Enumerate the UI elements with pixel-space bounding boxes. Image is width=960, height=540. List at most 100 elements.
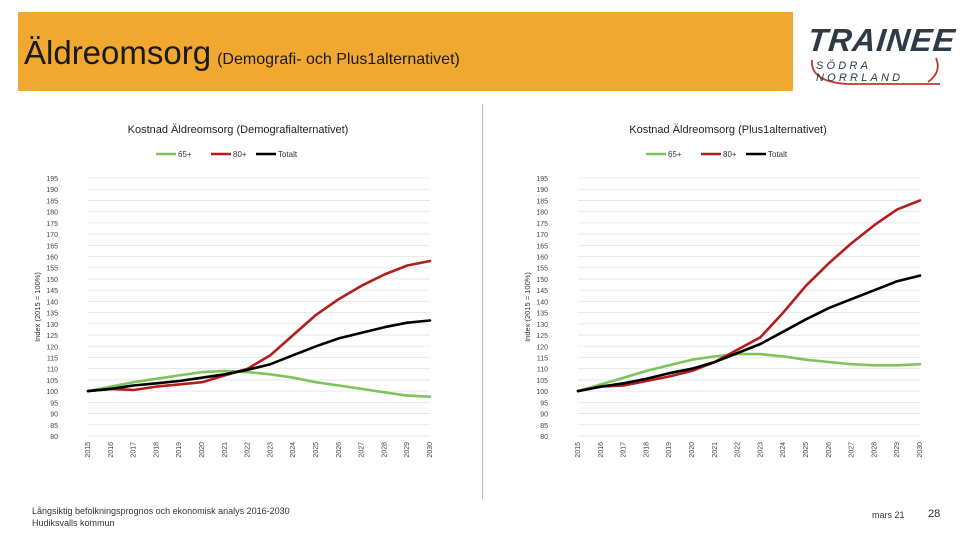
y-tick-label: 190 bbox=[536, 187, 548, 194]
y-tick-label: 110 bbox=[47, 367, 58, 374]
y-tick-label: 85 bbox=[540, 423, 548, 430]
slide-date: mars 21 bbox=[872, 510, 905, 520]
y-axis-label: Index (2015 = 100%) bbox=[523, 272, 532, 342]
x-tick-label: 2021 bbox=[222, 442, 229, 458]
slide-title: Äldreomsorg (Demografi- och Plus1alternat… bbox=[24, 34, 460, 72]
y-tick-label: 190 bbox=[46, 187, 58, 194]
y-tick-label: 140 bbox=[536, 299, 548, 306]
legend-label: 65+ bbox=[668, 150, 682, 159]
source-line-2: Hudiksvalls kommun bbox=[32, 518, 115, 528]
y-tick-label: 115 bbox=[47, 355, 58, 362]
header-banner: Äldreomsorg (Demografi- och Plus1alternat… bbox=[18, 12, 793, 91]
x-tick-label: 2016 bbox=[598, 442, 605, 458]
chart-divider bbox=[482, 104, 483, 499]
y-tick-label: 85 bbox=[50, 423, 58, 430]
legend-label: 65+ bbox=[178, 150, 192, 159]
y-tick-label: 165 bbox=[536, 243, 548, 250]
x-tick-label: 2026 bbox=[826, 442, 833, 458]
y-tick-label: 160 bbox=[536, 255, 548, 262]
y-tick-label: 145 bbox=[536, 288, 548, 295]
x-tick-label: 2027 bbox=[849, 442, 856, 458]
x-tick-label: 2019 bbox=[666, 442, 673, 458]
legend: 65+ 80+ Totalt bbox=[156, 150, 298, 159]
source-line-1: Långsiktig befolkningsprognos och ekonom… bbox=[32, 506, 290, 516]
legend-label: Totalt bbox=[768, 150, 788, 159]
series-line-totalt bbox=[86, 319, 432, 393]
y-tick-label: 125 bbox=[536, 333, 548, 340]
series-line-65plus bbox=[86, 369, 432, 399]
y-tick-label: 120 bbox=[536, 344, 548, 351]
y-tick-label: 100 bbox=[46, 389, 58, 396]
series-line-totalt bbox=[576, 274, 922, 393]
x-tick-label: 2028 bbox=[871, 442, 878, 458]
y-tick-label: 180 bbox=[46, 210, 58, 217]
y-tick-label: 195 bbox=[46, 176, 58, 183]
y-tick-label: 90 bbox=[540, 412, 548, 419]
chart-title: Kostnad Äldreomsorg (Demografialternativ… bbox=[127, 124, 349, 136]
x-tick-label: 2016 bbox=[108, 442, 115, 458]
chart-svg: 65+ 80+ Totalt 80 85 90 95 100 105 110 115 120 125 13… bbox=[33, 150, 434, 458]
series-line-80plus bbox=[86, 259, 432, 393]
legend: 65+ 80+ Totalt bbox=[646, 150, 788, 159]
x-tick-label: 2025 bbox=[803, 442, 810, 458]
y-tick-label: 130 bbox=[536, 322, 548, 329]
x-tick-label: 2018 bbox=[153, 442, 160, 458]
chart-plus1: Kostnad Äldreomsorg (Plus1alternativet) … bbox=[518, 118, 938, 458]
y-tick-label: 120 bbox=[46, 344, 58, 351]
x-tick-label: 2020 bbox=[199, 442, 206, 458]
y-tick-label: 100 bbox=[536, 389, 548, 396]
y-tick-label: 135 bbox=[536, 311, 548, 318]
logo-region: SÖDRA NORRLAND bbox=[816, 60, 904, 84]
x-tick-label: 2029 bbox=[404, 442, 411, 458]
trainee-logo: TRAINEE SÖDRA NORRLAND bbox=[806, 22, 957, 88]
x-tick-label: 2017 bbox=[131, 442, 138, 458]
y-tick-label: 95 bbox=[540, 400, 548, 407]
y-tick-label: 155 bbox=[536, 266, 548, 273]
legend-label: 80+ bbox=[723, 150, 737, 159]
y-tick-label: 185 bbox=[536, 198, 548, 205]
x-tick-label: 2022 bbox=[735, 442, 742, 458]
title-subtitle: (Demografi- och Plus1alternativet) bbox=[217, 51, 460, 68]
y-tick-label: 150 bbox=[536, 277, 548, 284]
y-tick-label: 90 bbox=[50, 412, 58, 419]
logo-swoosh-icon bbox=[811, 57, 940, 85]
y-tick-label: 195 bbox=[536, 176, 548, 183]
x-tick-label: 2024 bbox=[290, 442, 297, 458]
x-tick-label: 2018 bbox=[643, 442, 650, 458]
chart-title: Kostnad Äldreomsorg (Plus1alternativet) bbox=[629, 124, 827, 136]
x-tick-label: 2026 bbox=[336, 442, 343, 458]
y-tick-label: 130 bbox=[46, 322, 58, 329]
y-tick-label: 105 bbox=[46, 378, 58, 385]
x-tick-label: 2029 bbox=[894, 442, 901, 458]
y-tick-label: 155 bbox=[46, 266, 58, 273]
y-tick-label: 80 bbox=[540, 434, 548, 441]
page-number: 28 bbox=[928, 508, 941, 520]
legend-label: 80+ bbox=[233, 150, 247, 159]
x-tick-label: 2017 bbox=[621, 442, 628, 458]
x-tick-label: 2024 bbox=[780, 442, 787, 458]
chart-demografi: Kostnad Äldreomsorg (Demografialternativ… bbox=[28, 118, 448, 458]
y-axis-label: Index (2015 = 100%) bbox=[33, 272, 42, 342]
y-tick-label: 175 bbox=[46, 221, 58, 228]
series-line-65plus bbox=[576, 352, 922, 393]
title-main: Äldreomsorg bbox=[24, 34, 212, 71]
y-tick-label: 80 bbox=[50, 434, 58, 441]
y-tick-label: 165 bbox=[46, 243, 58, 250]
y-tick-label: 105 bbox=[536, 378, 548, 385]
y-tick-label: 175 bbox=[536, 221, 548, 228]
x-tick-label: 2021 bbox=[712, 442, 719, 458]
y-tick-label: 95 bbox=[50, 400, 58, 407]
y-tick-label: 125 bbox=[46, 333, 58, 340]
y-tick-label: 170 bbox=[46, 232, 58, 239]
x-tick-label: 2019 bbox=[176, 442, 183, 458]
y-tick-label: 145 bbox=[46, 288, 58, 295]
source-note: Långsiktig befolkningsprognos och ekonom… bbox=[32, 505, 290, 529]
legend-label: Totalt bbox=[278, 150, 298, 159]
y-tick-label: 180 bbox=[536, 210, 548, 217]
x-tick-label: 2020 bbox=[689, 442, 696, 458]
y-tick-label: 140 bbox=[46, 299, 58, 306]
x-tick-label: 2015 bbox=[85, 442, 92, 458]
y-tick-label: 170 bbox=[536, 232, 548, 239]
series-line-80plus bbox=[576, 199, 922, 393]
chart-svg: 65+ 80+ Totalt 80 85 90 95 100 105 110 115 120 125 13… bbox=[523, 150, 924, 458]
